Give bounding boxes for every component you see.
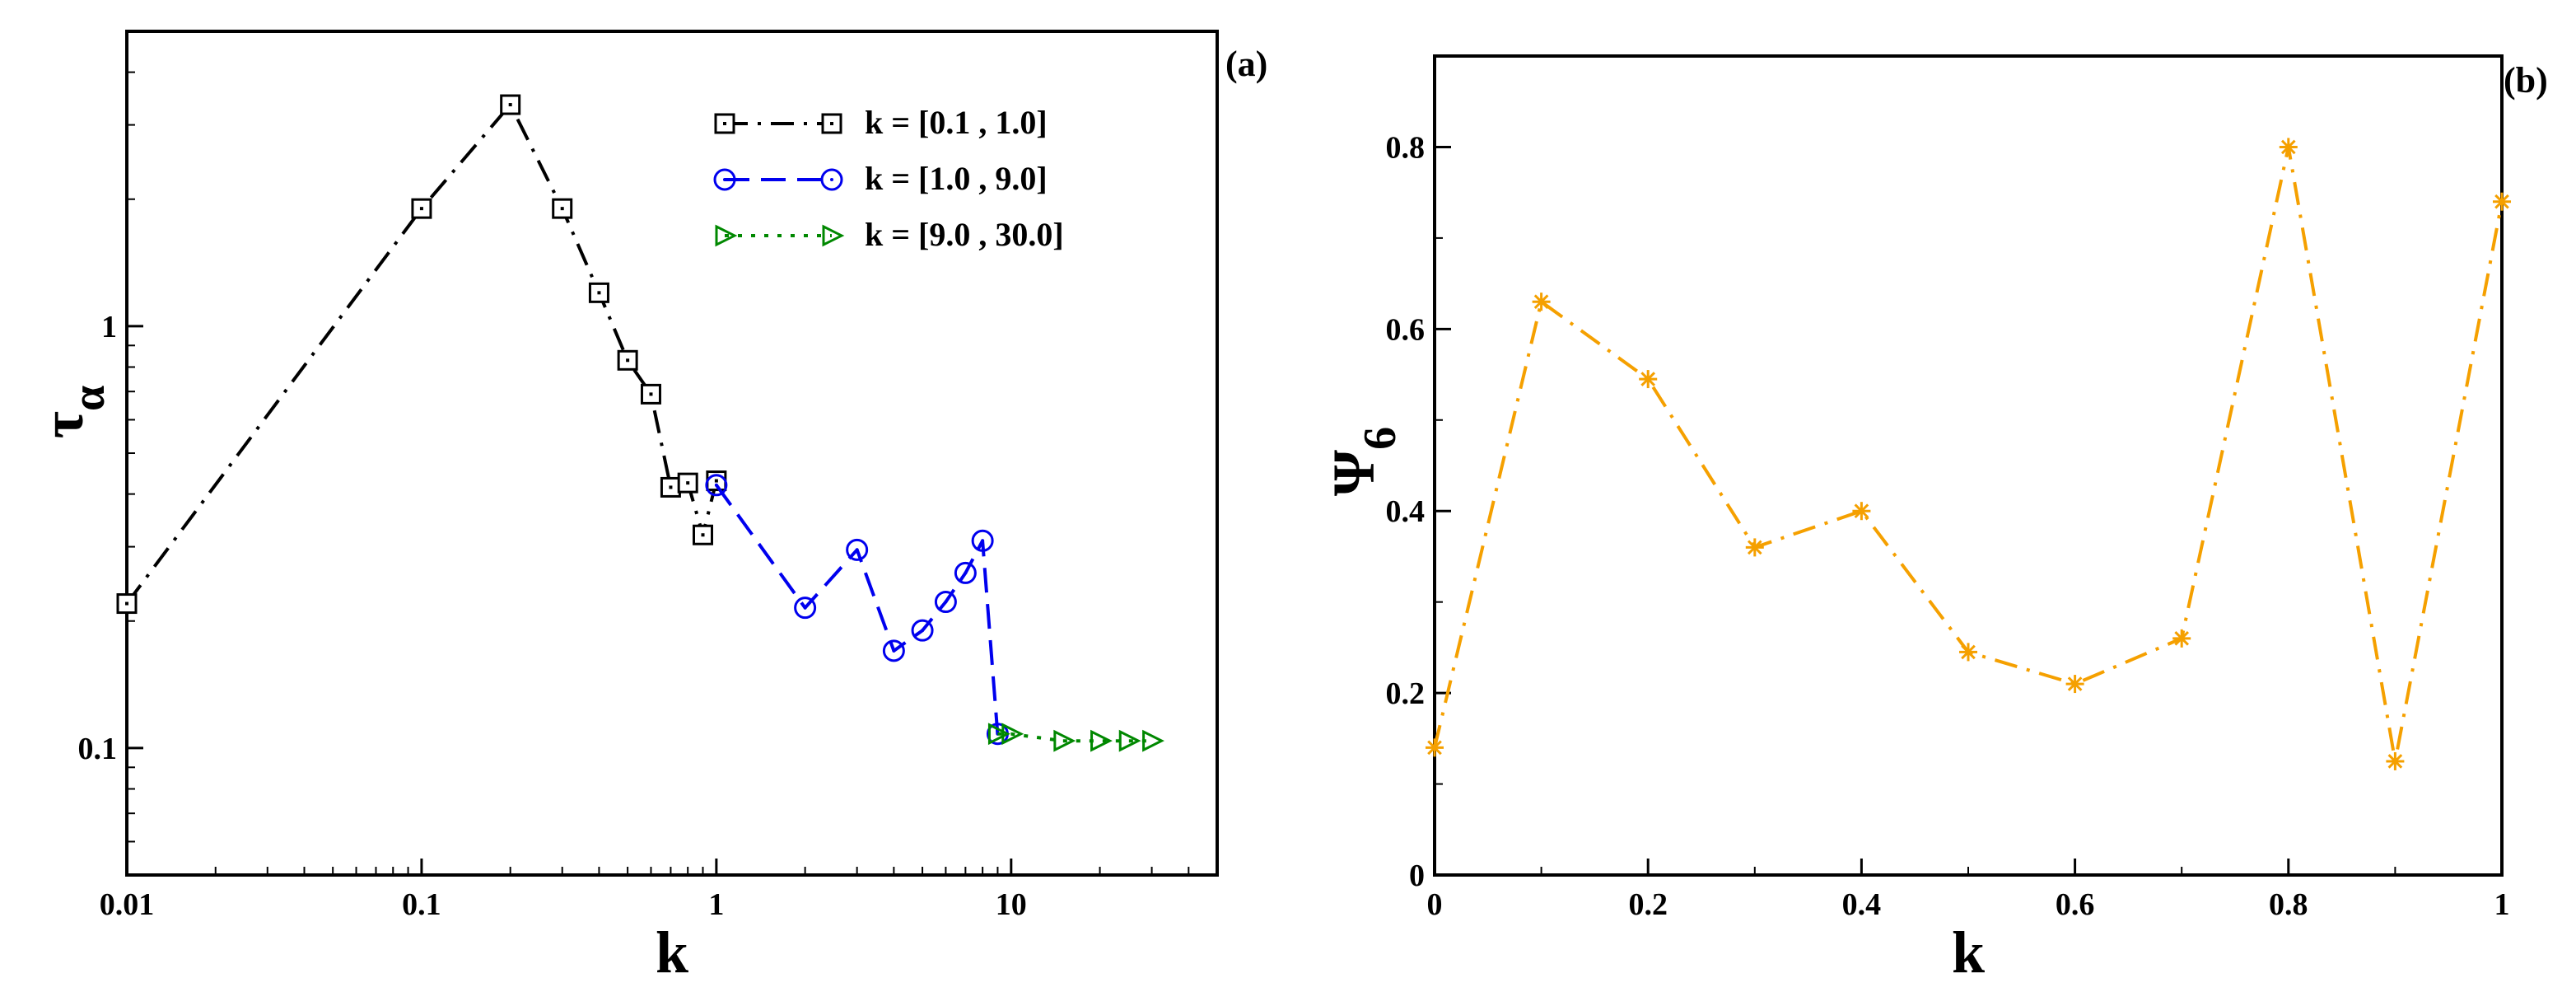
panel-a-point-1-0 — [705, 474, 728, 497]
panel-b-point-0-8 — [2279, 138, 2298, 157]
panel-b-x-tick-label-2: 0.4 — [1842, 887, 1882, 922]
panel-b-x-tick-label-1: 0.2 — [1628, 887, 1668, 922]
panel-a-point-2-0 — [987, 723, 1010, 746]
legend: k = [0.1 , 1.0] k = [1.0 , 9.0] k = [9.0… — [713, 104, 1064, 253]
panel-a-point-0-5 — [617, 349, 638, 371]
panel-a-point-1-4 — [911, 619, 934, 642]
panel-b-point-0-10 — [2493, 192, 2511, 211]
panel-a-point-0-7 — [660, 476, 681, 498]
panel-b-x-tick-label-5: 1 — [2494, 887, 2510, 922]
panel-b-point-0-0 — [1426, 738, 1444, 757]
panel-b-y-tick-label-4: 0.8 — [1386, 130, 1426, 165]
panel-a-point-0-1 — [411, 198, 432, 219]
panel-a-point-0-8 — [677, 472, 698, 494]
panel-a-y-tick-label-0: 0.1 — [78, 732, 118, 766]
panel-b-label: (b) — [2504, 60, 2548, 101]
panel-a-point-2-2 — [1053, 729, 1076, 752]
panel-b-point-0-7 — [2172, 629, 2191, 648]
legend-entry-label-0: k = [0.1 , 1.0] — [865, 104, 1048, 141]
panel-a-series-line-2 — [997, 732, 1152, 743]
legend-sample-2 — [715, 224, 845, 247]
panel-a-label: (a) — [1225, 44, 1267, 84]
panel-b-y-tick-label-3: 0.6 — [1386, 312, 1426, 347]
panel-b-point-0-6 — [2065, 675, 2084, 694]
legend-marker-end-1 — [820, 168, 843, 191]
panel-a-x-tick-label-2: 1 — [708, 887, 724, 922]
panel-b-x-tick-label-0: 0 — [1427, 887, 1443, 922]
panel-a-point-0-2 — [500, 94, 521, 115]
panel-b-point-0-4 — [1852, 502, 1871, 521]
panel-a-point-2-1 — [1001, 723, 1024, 746]
panel-b-y-tick-label-1: 0.2 — [1386, 676, 1426, 711]
panel-b-point-0-1 — [1532, 292, 1551, 311]
legend-marker-start-1 — [713, 168, 736, 191]
legend-marker-end-0 — [821, 113, 842, 134]
legend-marker-start-2 — [715, 224, 738, 247]
panel-a-x-tick-label-1: 0.1 — [402, 887, 441, 922]
panel-a-point-0-3 — [552, 198, 573, 219]
panel-b-point-0-3 — [1745, 538, 1764, 557]
panel-a-x-axis-label: k — [656, 919, 688, 985]
panel-a-x-tick-label-3: 10 — [996, 887, 1027, 922]
panel-a-y-axis-subscript: α — [63, 386, 114, 411]
panel-b-x-tick-label-3: 0.6 — [2056, 887, 2095, 922]
legend-sample-0 — [714, 113, 842, 134]
panel-b-y-tick-label-2: 0.4 — [1386, 494, 1426, 529]
panel-b-point-0-5 — [1959, 643, 1977, 662]
panel-a-point-1-3 — [882, 639, 905, 662]
panel-a-y-axis-symbol: τ — [30, 411, 96, 438]
legend-entry-label-2: k = [9.0 , 30.0] — [865, 216, 1064, 253]
legend-entry-label-1: k = [1.0 , 9.0] — [865, 160, 1048, 197]
panel-a: (a) 0.01 0.1 1 10 0.1 1 k τα k = [0.1 , 1.0] … — [30, 30, 1267, 985]
panel-a-point-1-1 — [794, 597, 817, 620]
panel-a-point-1-2 — [846, 538, 869, 561]
panel-a-point-0-9 — [692, 524, 713, 545]
panel-a-point-0-0 — [116, 593, 138, 615]
panel-a-point-0-6 — [640, 383, 661, 405]
panel-b-y-axis-symbol: Ψ — [1321, 450, 1387, 496]
panel-b-x-tick-label-4: 0.8 — [2269, 887, 2308, 922]
panel-b-point-0-2 — [1639, 370, 1658, 389]
panel-a-point-1-5 — [934, 591, 957, 614]
panel-a-point-1-7 — [971, 529, 994, 552]
panel-b: (b) 0 0.2 0.4 0.6 0.8 1 0 0.2 0.4 0.6 0.8 k Ψ6 — [1321, 54, 2548, 985]
panel-a-point-2-3 — [1090, 729, 1113, 752]
panel-a-point-2-4 — [1118, 729, 1141, 752]
legend-sample-1 — [713, 168, 843, 191]
panel-a-point-2-5 — [1142, 729, 1164, 752]
panel-a-x-tick-label-0: 0.01 — [100, 887, 155, 922]
panel-b-point-0-9 — [2386, 751, 2405, 770]
legend-marker-end-2 — [822, 224, 845, 247]
panel-b-y-axis-subscript: 6 — [1355, 427, 1406, 450]
panel-a-point-0-4 — [588, 282, 609, 303]
panel-a-y-tick-label-1: 1 — [101, 310, 117, 344]
panel-b-x-axis-label: k — [1952, 919, 1985, 985]
legend-marker-start-0 — [714, 113, 735, 134]
panel-a-y-axis-label: τα — [30, 386, 114, 438]
panel-b-y-axis-label: Ψ6 — [1321, 427, 1406, 496]
panel-b-y-tick-label-0: 0 — [1409, 859, 1425, 893]
panel-a-point-1-6 — [954, 561, 977, 584]
